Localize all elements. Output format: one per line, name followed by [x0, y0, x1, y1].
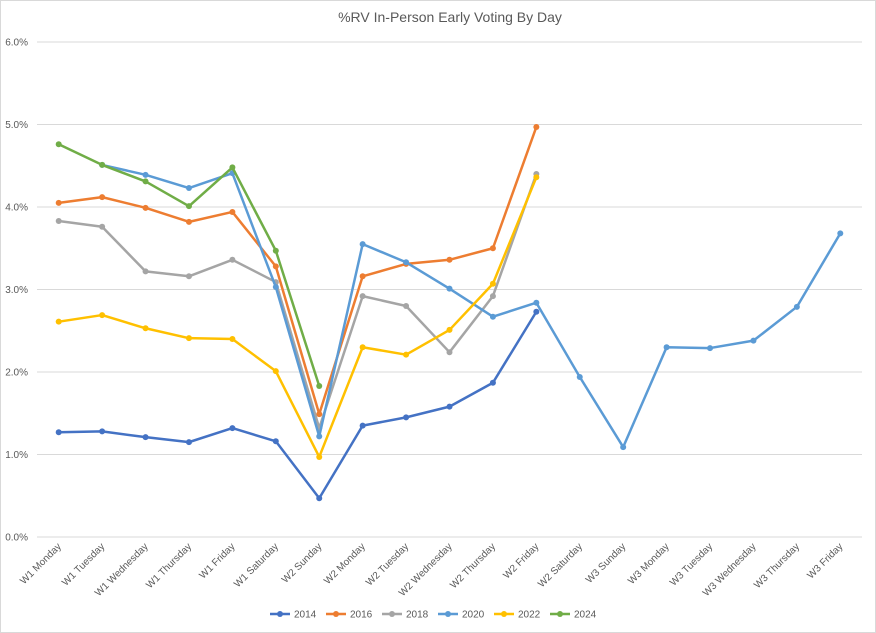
data-point [316, 495, 323, 502]
data-point [316, 433, 323, 440]
data-point [272, 368, 279, 375]
data-point [446, 326, 453, 333]
legend-marker [501, 611, 507, 617]
data-point [576, 373, 583, 380]
data-point [489, 313, 496, 320]
data-point [99, 161, 106, 168]
data-point [185, 439, 192, 446]
data-point [793, 303, 800, 310]
data-point [185, 203, 192, 210]
legend-label: 2016 [350, 610, 373, 621]
y-tick-label: 3.0% [5, 285, 28, 296]
data-point [620, 444, 627, 451]
legend-label: 2014 [294, 610, 317, 621]
data-point [359, 241, 366, 248]
data-point [533, 308, 540, 315]
data-point [403, 303, 410, 309]
data-point [316, 453, 323, 460]
data-point [185, 273, 192, 280]
data-point [55, 199, 62, 206]
legend-label: 2024 [574, 610, 597, 621]
data-point [55, 318, 62, 325]
data-point [272, 263, 279, 270]
y-tick-label: 4.0% [5, 203, 28, 214]
data-point [533, 174, 540, 181]
data-point [55, 218, 62, 225]
data-point [272, 438, 279, 445]
data-point [707, 345, 714, 352]
data-point [272, 284, 279, 291]
data-point [533, 299, 540, 306]
data-point [185, 218, 192, 225]
data-point [316, 383, 323, 390]
data-point [99, 312, 106, 319]
data-point [142, 434, 149, 441]
data-point [533, 123, 540, 130]
data-point [446, 285, 453, 292]
legend-label: 2022 [518, 610, 541, 621]
data-point [663, 344, 670, 351]
data-point [489, 379, 496, 386]
data-point [403, 351, 410, 358]
series-line [58, 311, 538, 500]
series-line [101, 163, 842, 449]
data-point [359, 293, 366, 300]
data-point [142, 204, 149, 211]
data-point [403, 259, 410, 266]
data-point [750, 337, 757, 344]
legend-marker [389, 611, 395, 617]
data-point [446, 403, 453, 410]
chart-title: %RV In-Person Early Voting By Day [338, 9, 562, 25]
data-point [446, 349, 453, 356]
data-point [142, 171, 149, 178]
legend-marker [277, 611, 283, 617]
data-point [446, 256, 453, 263]
data-point [229, 164, 236, 171]
y-tick-label: 1.0% [5, 450, 28, 461]
data-point [142, 325, 149, 332]
data-point [55, 141, 62, 148]
data-point [142, 268, 149, 275]
y-tick-label: 0.0% [5, 533, 28, 544]
data-point [142, 178, 149, 185]
data-point [316, 411, 323, 418]
data-point [55, 429, 62, 436]
data-point [359, 273, 366, 280]
y-tick-label: 5.0% [5, 120, 28, 131]
data-point [99, 194, 106, 201]
series-line [58, 126, 538, 416]
legend-label: 2020 [462, 610, 485, 621]
data-point [359, 344, 366, 351]
series-line [58, 173, 538, 430]
data-point [185, 335, 192, 342]
data-point [99, 428, 106, 435]
data-point [403, 414, 410, 421]
data-point [185, 185, 192, 192]
data-point [99, 223, 106, 230]
data-point [489, 280, 496, 287]
legend-marker [557, 611, 563, 617]
series-line [58, 176, 538, 459]
data-point [229, 336, 236, 342]
legend-marker [445, 611, 451, 617]
data-point [489, 293, 496, 300]
legend-marker [333, 611, 339, 617]
y-tick-label: 2.0% [5, 368, 28, 379]
data-point [272, 247, 279, 254]
data-point [229, 425, 236, 432]
data-point [359, 422, 366, 429]
data-point [229, 256, 236, 263]
y-tick-label: 6.0% [5, 38, 28, 49]
data-point [837, 230, 844, 237]
legend-label: 2018 [406, 610, 429, 621]
data-point [489, 245, 496, 252]
data-point [229, 208, 236, 215]
